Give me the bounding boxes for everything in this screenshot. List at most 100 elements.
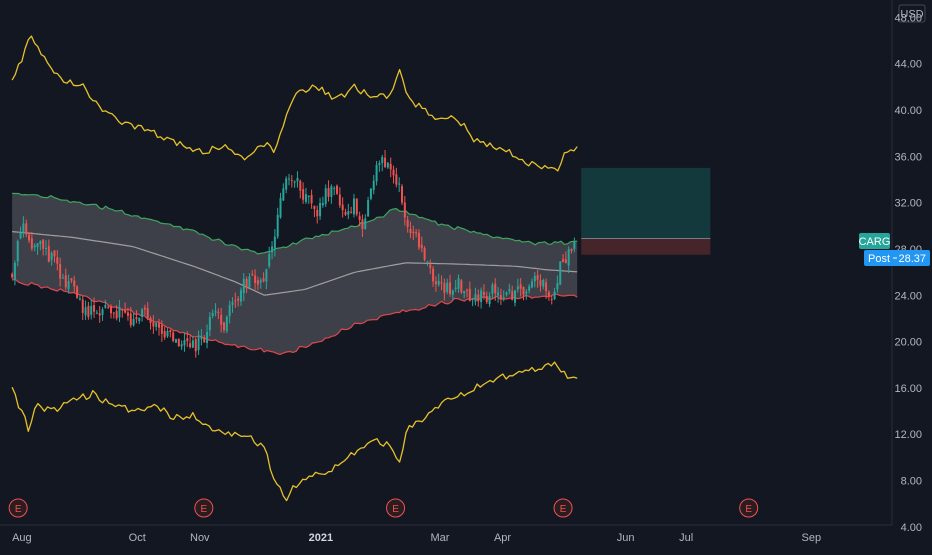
candle-up (228, 304, 231, 317)
candle-down (570, 249, 573, 252)
candle-up (22, 223, 25, 234)
candle-down (336, 185, 339, 194)
candle-down (564, 259, 567, 263)
candle-up (166, 330, 169, 337)
candle-down (290, 179, 293, 181)
candle-down (28, 234, 31, 241)
candle-up (426, 261, 429, 263)
candle-down (107, 306, 110, 308)
currency-label: USD (900, 9, 923, 21)
candle-up (352, 198, 355, 215)
candle-down (172, 332, 175, 341)
candle-up (138, 317, 141, 322)
candle-up (386, 162, 389, 168)
candle-down (73, 280, 76, 287)
currency-box[interactable] (898, 4, 926, 23)
time-axis[interactable]: Aug Oct Nov 2021 Mar Apr Jun Jul Sep (12, 532, 821, 544)
candle-down (160, 325, 163, 334)
candle-down (417, 232, 420, 248)
candle-up (293, 181, 296, 183)
candle-down (158, 323, 161, 328)
candle-up (239, 290, 242, 302)
candle-up (533, 275, 536, 282)
x-tick-label: 2021 (309, 532, 333, 544)
candle-down (256, 280, 259, 285)
candle-up (225, 316, 228, 331)
earnings-marker[interactable] (194, 498, 214, 518)
candle-up (95, 312, 98, 314)
candle-down (511, 291, 514, 300)
x-tick-label: Apr (494, 532, 511, 544)
y-tick-label: 36.00 (894, 151, 922, 163)
candle-down (112, 312, 115, 314)
candle-up (33, 245, 36, 248)
earnings-marker[interactable] (553, 498, 573, 518)
x-tick-label: Jul (679, 532, 693, 544)
candle-down (169, 329, 172, 333)
candle-up (271, 246, 274, 253)
candle-down (327, 188, 330, 197)
candle-down (313, 205, 316, 209)
candle-down (189, 343, 192, 348)
candle-up (378, 162, 381, 166)
plot-area[interactable] (11, 35, 711, 502)
candle-up (191, 340, 194, 348)
candle-up (530, 281, 533, 288)
x-tick-label: Jun (617, 532, 635, 544)
candle-down (440, 282, 443, 284)
candle-up (480, 290, 483, 303)
candle-up (553, 291, 556, 300)
earnings-marker[interactable] (739, 498, 759, 518)
candle-up (13, 262, 16, 280)
candle-up (307, 195, 310, 197)
price-badges: CARG Post 28.37 (859, 233, 930, 266)
candle-down (234, 300, 237, 302)
candle-up (45, 248, 48, 250)
candles (11, 150, 576, 358)
candle-down (186, 338, 189, 342)
candle-down (468, 288, 471, 301)
candle-up (474, 294, 477, 302)
candle-up (528, 286, 531, 291)
candle-up (155, 323, 158, 327)
earnings-marker[interactable] (386, 498, 406, 518)
candle-up (463, 291, 466, 294)
candle-up (367, 199, 370, 217)
candle-down (152, 322, 155, 327)
candle-up (206, 331, 209, 344)
candle-down (384, 157, 387, 167)
upper-outer-band-line (11, 35, 578, 172)
candle-down (53, 250, 56, 257)
candle-up (242, 278, 245, 294)
earnings-marker-label: E (392, 504, 399, 515)
y-tick-label: 12.00 (894, 429, 922, 441)
candle-down (429, 264, 432, 269)
candle-up (369, 188, 372, 199)
candle-down (499, 295, 502, 300)
candle-down (42, 239, 45, 249)
candle-up (16, 241, 19, 262)
candle-up (364, 218, 367, 230)
candle-down (401, 186, 404, 203)
earnings-marker[interactable] (8, 498, 28, 518)
y-tick-label: 20.00 (894, 337, 922, 349)
candle-down (262, 278, 265, 282)
candle-down (392, 169, 395, 176)
post-label: Post (868, 253, 890, 265)
candle-down (98, 313, 101, 316)
candle-up (505, 292, 508, 295)
candle-down (217, 312, 220, 314)
candle-down (412, 231, 415, 234)
candle-up (567, 249, 570, 266)
candle-down (316, 209, 319, 217)
candle-up (90, 305, 93, 315)
candle-down (30, 238, 33, 249)
candle-up (347, 211, 350, 215)
profit-zone[interactable] (581, 167, 711, 239)
candle-down (25, 223, 28, 235)
candle-down (11, 273, 14, 278)
loss-zone[interactable] (581, 238, 711, 255)
